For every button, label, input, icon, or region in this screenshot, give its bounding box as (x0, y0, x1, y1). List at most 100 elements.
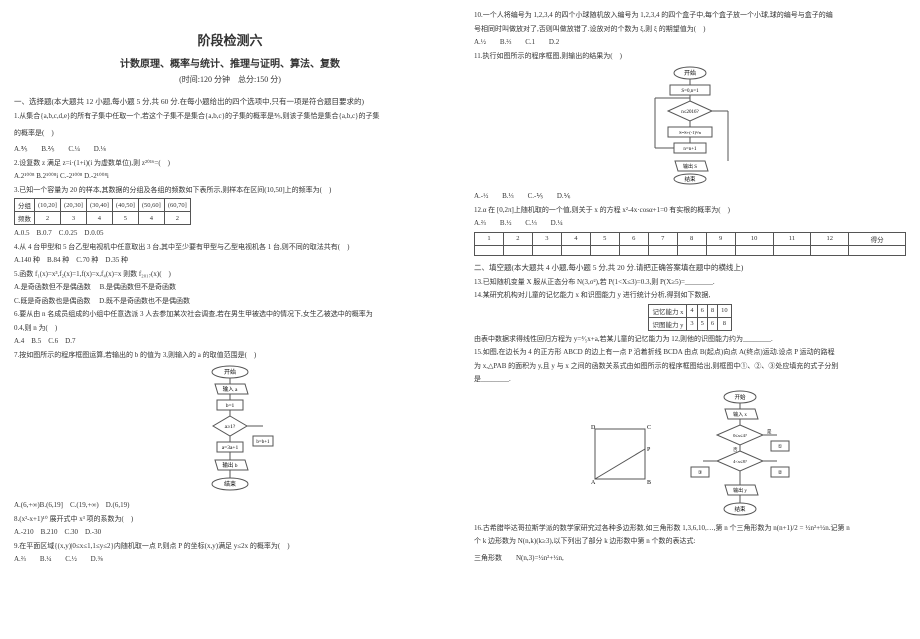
q14: 14.某研究机构对儿童的记忆能力 x 和识图能力 y 进行统计分析,得到如下数据… (474, 290, 906, 301)
svg-text:0≤x≤4?: 0≤x≤4? (733, 433, 747, 438)
q12-options: A.⅔ B.½ C.⅓ D.¼ (474, 218, 906, 229)
q14r1: 3 (687, 317, 697, 330)
q10-d: D.2 (549, 38, 559, 46)
q8-options: A.-210 B.210 C.30 D.-30 (14, 527, 446, 538)
q6-2: 0.4,则 n 为( ) (14, 323, 446, 334)
svg-text:输入 a: 输入 a (223, 385, 238, 393)
q12-b: B.½ (500, 219, 512, 227)
svg-text:b=b+1: b=b+1 (256, 440, 270, 445)
q8: 8.(x²-x+1)¹⁰ 展开式中 x³ 项的系数为( ) (14, 514, 446, 525)
q11-c: C.-⅕ (528, 192, 544, 200)
q14-table: 记忆能力 x 4 6 8 10 识图能力 y 3 5 6 8 (648, 304, 731, 331)
q3-h6: (60,70] (164, 199, 190, 212)
q11: 11.执行如图所示的程序框图,则输出的结果为( ) (474, 51, 906, 62)
q4-options: A.140 种 B.84 种 C.70 种 D.35 种 (14, 255, 446, 266)
q10-options: A.½ B.⅔ C.1 D.2 (474, 37, 906, 48)
at-h5: 6 (619, 232, 648, 245)
svg-text:C: C (647, 425, 651, 431)
q14r0: 识图能力 y (649, 317, 687, 330)
q12-a: A.⅔ (474, 219, 486, 227)
q4: 4.从 4 台甲型和 5 台乙型电视机中任意取出 3 台,其中至少要有甲型与乙型… (14, 242, 446, 253)
at-b11 (811, 245, 849, 255)
svg-text:a≥1?: a≥1? (225, 424, 236, 430)
q3-h1: (10,20] (35, 199, 61, 212)
svg-text:①: ① (778, 444, 783, 450)
section2-head: 二、填空题(本大题共 4 小题,每小题 5 分,共 20 分.请把正确答案填在题… (474, 262, 906, 273)
q5-opts-row2: C.既是奇函数也是偶函数 D.既不是奇函数也不是偶函数 (14, 296, 446, 307)
q14h2: 6 (697, 304, 707, 317)
svg-text:③: ③ (698, 470, 703, 476)
at-h4: 5 (590, 232, 619, 245)
q10-2: 号相同时叫做放对了,否则叫做放错了.设放对的个数为 ξ,则 ξ 的期望值为( ) (474, 24, 906, 35)
at-h12: 得分 (849, 232, 906, 245)
q5-b: B.是偶函数但不是奇函数 (100, 283, 176, 291)
flowchart-q15: 开始 输入 x 0≤x≤4? 是 否 ① 4<x≤8? ② ③ 输出 y (685, 389, 795, 519)
at-h6: 7 (648, 232, 677, 245)
svg-text:输入 x: 输入 x (733, 411, 747, 418)
q15-figures: A B C D P 开始 输入 x 0≤x≤4? 是 否 ① 4<x≤8? ② (474, 389, 906, 519)
q10-b: B.⅔ (500, 38, 512, 46)
q11-b: B.⅓ (502, 192, 514, 200)
at-h2: 3 (532, 232, 561, 245)
q5-c: C.既是奇函数也是偶函数 (14, 297, 90, 305)
q13: 13.已知随机变量 X 服从正态分布 N(3,σ²),若 P(1<X≤3)=0.… (474, 277, 906, 288)
svg-text:P: P (647, 447, 651, 453)
at-b8 (706, 245, 735, 255)
title: 阶段检测六 (14, 30, 446, 49)
q7: 7.按如图所示的程序框图运算,若输出的 b 的值为 3,则输入的 a 的取值范围… (14, 350, 446, 361)
q3-h5: (50,60] (138, 199, 164, 212)
svg-text:4<x≤8?: 4<x≤8? (733, 459, 747, 464)
q3-h0: 分组 (15, 199, 35, 212)
q3-h4: (40,50] (112, 199, 138, 212)
square-diagram: A B C D P (585, 419, 655, 489)
svg-text:结束: 结束 (734, 505, 746, 513)
q14h3: 8 (707, 304, 717, 317)
flowchart-q11: 开始 S=0,n=1 n≤2016? S=S+(-1)ⁿ/n n=n+1 输出 … (474, 65, 906, 187)
q14r4: 8 (718, 317, 732, 330)
left-column: 阶段检测六 计数原理、概率与统计、推理与证明、算法、复数 (时间:120 分钟 … (0, 0, 460, 639)
q11-options: A.-½ B.⅓ C.-⅕ D.⅙ (474, 191, 906, 202)
at-b6 (648, 245, 677, 255)
q2: 2.设复数 z 满足 z=i·(1+i)(i 为虚数单位),则 z²⁰¹⁶=( … (14, 158, 446, 169)
svg-text:开始: 开始 (734, 393, 746, 401)
at-h3: 4 (561, 232, 590, 245)
subtitle: 计数原理、概率与统计、推理与证明、算法、复数 (14, 55, 446, 70)
q3-r4: 5 (112, 212, 138, 225)
q3-r0: 频数 (15, 212, 35, 225)
q9: 9.在平面区域{(x,y)|0≤x≤1,1≤y≤2}内随机取一点 P,则点 P … (14, 541, 446, 552)
q1-line1: 1.从集合{a,b,c,d,e}的所有子集中任取一个,若这个子集不是集合{a,b… (14, 111, 446, 122)
svg-text:结束: 结束 (684, 175, 696, 183)
at-b10 (773, 245, 810, 255)
q9-d: D.⅜ (91, 555, 103, 563)
at-h7: 8 (677, 232, 706, 245)
q1-opt-b: B.⅖ (41, 145, 54, 153)
q16-2: 个 k 边形数为 N(n,k)(k≥3),以下列出了部分 k 边形数中第 n 个… (474, 536, 906, 547)
at-b9 (735, 245, 773, 255)
svg-text:D: D (591, 425, 596, 431)
q5-opts-row1: A.是奇函数但不是偶函数 B.是偶函数但不是奇函数 (14, 282, 446, 293)
at-b7 (677, 245, 706, 255)
at-b1 (503, 245, 532, 255)
at-b5 (619, 245, 648, 255)
at-b4 (590, 245, 619, 255)
svg-text:是: 是 (767, 429, 772, 435)
q6: 6.要从由 n 名成员组成的小组中任意选派 3 人去参加某次社会调查,若在男生甲… (14, 309, 446, 320)
q10: 10.一个人将编号为 1,2,3,4 的四个小球随机放入编号为 1,2,3,4 … (474, 10, 906, 21)
q3: 3.已知一个容量为 20 的样本,其数据的分组及各组的频数如下表所示,则样本在区… (14, 185, 446, 196)
q12-d: D.¼ (551, 219, 563, 227)
q3-table: 分组 (10,20] (20,30] (30,40] (40,50] (50,6… (14, 198, 191, 225)
q5: 5.函数 f₁(x)=x³,f₂(x)=1,f(x)=x,f₄(x)=x 则数 … (14, 269, 446, 280)
at-h11: 12 (811, 232, 849, 245)
at-h10: 11 (773, 232, 810, 245)
at-h1: 2 (503, 232, 532, 245)
q12: 12.α 在 [0,2π]上随机取的一个值,则关于 x 的方程 x²-4x·co… (474, 205, 906, 216)
q10-c: C.1 (525, 38, 535, 46)
q11-d: D.⅙ (557, 192, 571, 200)
q16-1: 16.古希腊毕达哥拉斯学派的数学家研究过各种多边形数.如三角形数 1,3,6,1… (474, 523, 906, 534)
at-h0: 1 (475, 232, 504, 245)
q3-r2: 3 (60, 212, 86, 225)
at-b12 (849, 245, 906, 255)
svg-text:开始: 开始 (224, 368, 236, 376)
svg-text:S=S+(-1)ⁿ/n: S=S+(-1)ⁿ/n (679, 130, 701, 135)
q2-options: A.2¹⁰⁰⁸ B.2¹⁰⁰⁸i C.-2¹⁰⁰⁸ D.-2¹⁰⁰⁸i (14, 171, 446, 182)
